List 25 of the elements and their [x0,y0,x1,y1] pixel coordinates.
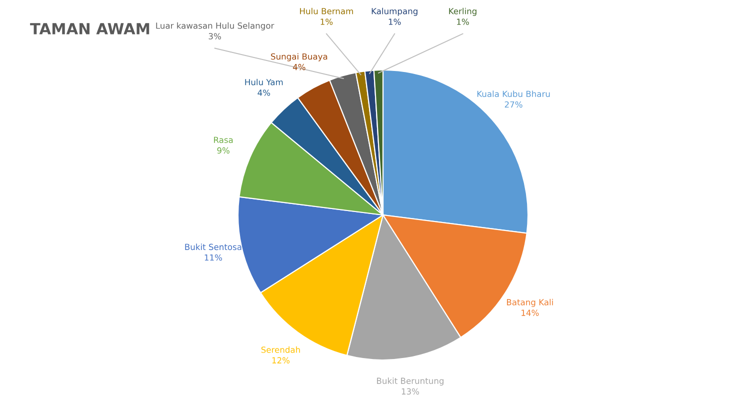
data-label: 12% [272,357,290,364]
data-label: 4% [292,64,306,70]
text: TAMAN AWAM [30,23,150,34]
slice-label: Kuala Kubu Bharu [477,90,550,98]
data-label: 13% [402,388,420,395]
data-label: 1% [388,18,401,25]
data-label: 1% [320,18,333,25]
data-label: 3% [208,33,221,40]
slice-label: Kerling [449,8,476,16]
slice-label: Bukit Beruntung [377,378,444,386]
data-label: 27% [504,101,522,108]
slice-label: Bukit Sentosa [185,244,242,250]
data-label: 11% [204,254,222,261]
slice-label: Luar kawasan Hulu Selangor [156,22,274,30]
slice-label: Kalumpang [372,8,418,16]
slice-label: Hulu Yam [245,78,283,86]
data-label: 1% [457,18,469,25]
slice-label: Batang Kali [506,298,553,307]
data-label: 14% [522,310,539,316]
data-label: 9% [217,147,230,154]
slice-label: Rasa [214,136,233,144]
slice-label: Sungai Buaya [271,53,328,62]
data-label: 4% [258,90,270,96]
slice-label: Hulu Bernam [300,8,353,14]
slice-label: Serendah [261,346,300,353]
